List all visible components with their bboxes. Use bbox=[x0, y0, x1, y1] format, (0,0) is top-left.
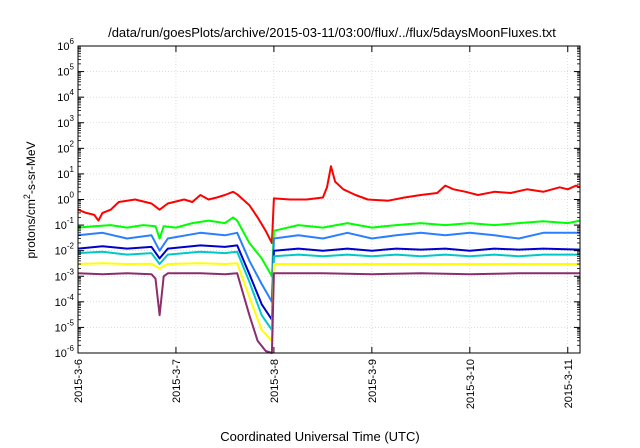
y-tick-exponent: 1 bbox=[70, 165, 75, 174]
y-tick-base: 10 bbox=[55, 297, 67, 309]
y-tick-label: 10-3 bbox=[55, 267, 75, 283]
y-label-superscript: 2 bbox=[22, 194, 32, 199]
x-tick-label: 2015-3-8 bbox=[269, 359, 281, 403]
series-line-1 bbox=[77, 165, 581, 244]
y-tick-label: 10-1 bbox=[55, 216, 75, 232]
series-line-5 bbox=[77, 250, 580, 331]
series-line-6 bbox=[77, 262, 580, 342]
x-axis-label: Coordinated Universal Time (UTC) bbox=[220, 429, 419, 444]
y-tick-base: 10 bbox=[57, 67, 69, 79]
y-tick-label: 105 bbox=[57, 63, 74, 79]
x-tick-label: 2015-3-10 bbox=[465, 359, 477, 409]
y-tick-exponent: -5 bbox=[67, 318, 75, 327]
grid bbox=[78, 46, 580, 353]
y-tick-base: 10 bbox=[55, 271, 67, 283]
y-label-rest: -s-sr-MeV bbox=[24, 141, 38, 194]
y-axis-label: protons/cm2-s-sr-MeV bbox=[22, 141, 38, 258]
y-tick-base: 10 bbox=[55, 322, 67, 334]
series-line-7 bbox=[77, 272, 580, 354]
y-tick-exponent: -4 bbox=[67, 293, 75, 302]
series-line-2 bbox=[77, 216, 581, 278]
y-tick-label: 10-6 bbox=[55, 344, 75, 360]
y-tick-exponent: -1 bbox=[67, 216, 75, 225]
y-tick-label: 104 bbox=[57, 88, 74, 104]
y-tick-label: 10-4 bbox=[55, 293, 75, 309]
y-tick-label: 101 bbox=[57, 165, 74, 181]
y-tick-base: 10 bbox=[57, 195, 69, 207]
y-tick-exponent: 0 bbox=[70, 191, 75, 200]
y-tick-label: 10-2 bbox=[55, 242, 75, 258]
y-tick-base: 10 bbox=[55, 246, 67, 258]
series-group bbox=[77, 165, 581, 354]
y-tick-label: 10-5 bbox=[55, 318, 75, 334]
x-tick-label: 2015-3-9 bbox=[367, 359, 379, 403]
y-tick-base: 10 bbox=[57, 169, 69, 181]
y-tick-exponent: 3 bbox=[70, 114, 75, 123]
y-tick-label: 106 bbox=[57, 37, 74, 53]
y-tick-base: 10 bbox=[57, 41, 69, 53]
x-tick-label: 2015-3-11 bbox=[563, 359, 575, 408]
y-tick-exponent: 5 bbox=[70, 63, 75, 72]
y-label-main: protons/cm bbox=[24, 199, 38, 258]
y-tick-exponent: 4 bbox=[70, 88, 75, 97]
series-line-4 bbox=[77, 244, 581, 321]
y-tick-base: 10 bbox=[57, 143, 69, 155]
y-tick-exponent: 6 bbox=[70, 37, 75, 46]
y-axis-ticks: 10-610-510-410-310-210-11001011021031041… bbox=[55, 37, 580, 360]
chart-title: /data/run/goesPlots/archive/2015-03-11/0… bbox=[108, 25, 556, 40]
x-axis-ticks: 2015-3-6 2015-3-7 2015-3-8 2015-3-9 2015-3-1… bbox=[73, 46, 575, 409]
y-tick-label: 100 bbox=[57, 191, 74, 207]
y-tick-exponent: 2 bbox=[70, 139, 75, 148]
series-line-3 bbox=[77, 231, 580, 303]
y-tick-exponent: -6 bbox=[67, 344, 75, 353]
y-tick-label: 103 bbox=[57, 114, 74, 130]
y-tick-base: 10 bbox=[55, 348, 67, 360]
y-tick-base: 10 bbox=[57, 92, 69, 104]
y-tick-exponent: -3 bbox=[67, 267, 75, 276]
y-tick-base: 10 bbox=[55, 220, 67, 232]
y-tick-label: 102 bbox=[57, 139, 74, 155]
y-tick-base: 10 bbox=[57, 118, 69, 130]
y-tick-exponent: -2 bbox=[67, 242, 75, 251]
x-tick-label: 2015-3-7 bbox=[171, 359, 183, 403]
x-tick-label: 2015-3-6 bbox=[73, 359, 85, 403]
